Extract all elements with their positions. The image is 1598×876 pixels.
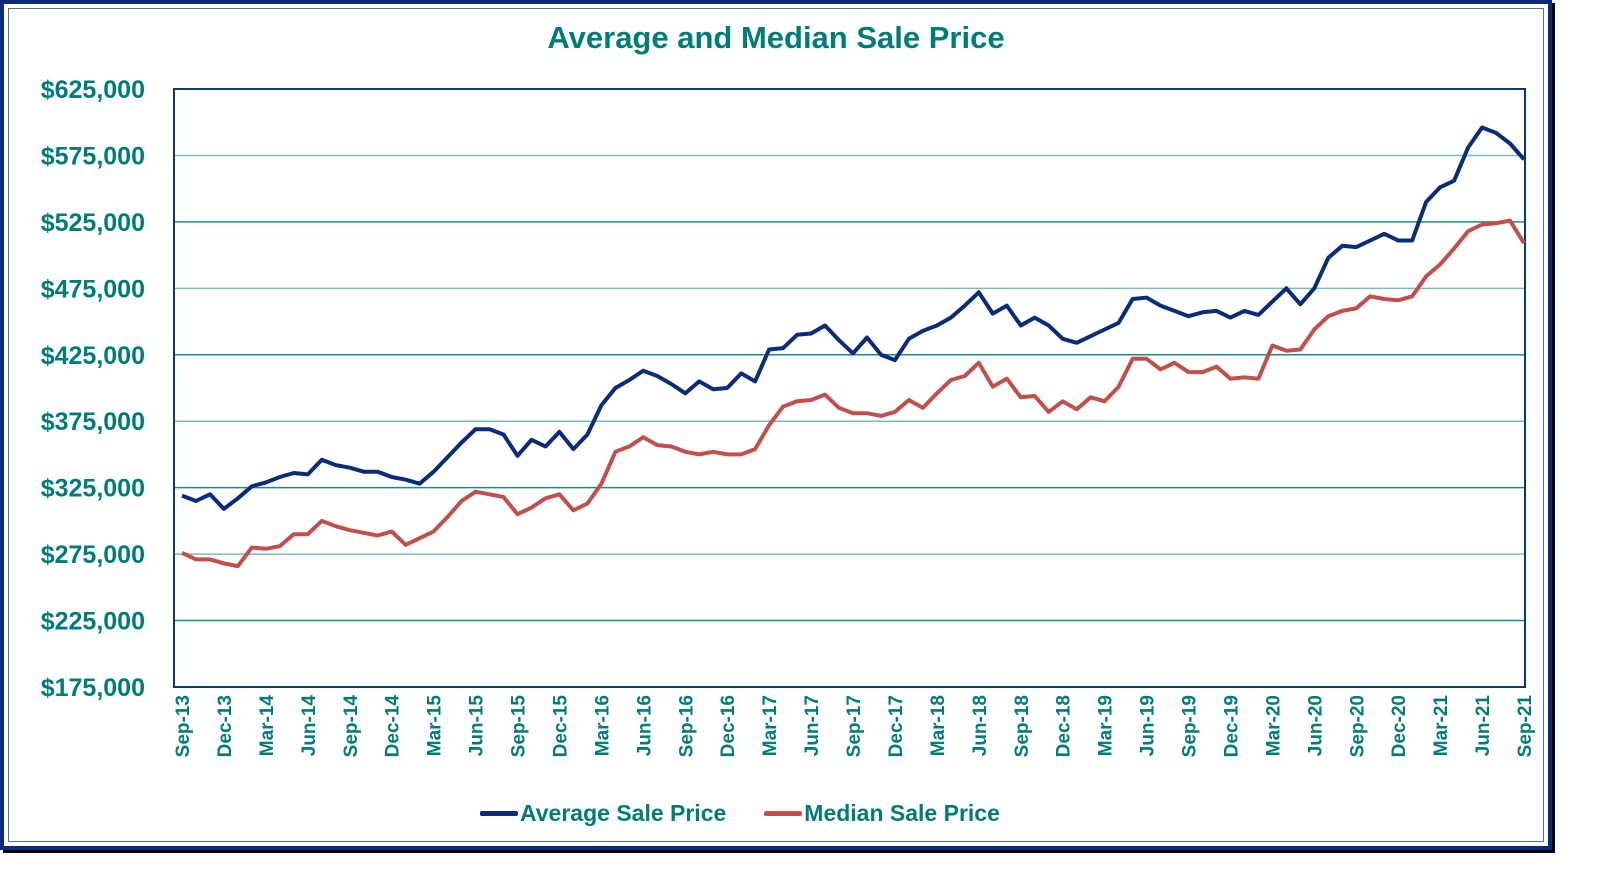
x-tick-label: Jun-18 bbox=[970, 695, 991, 756]
series-line-average bbox=[181, 125, 1526, 511]
x-tick-label: Dec-17 bbox=[886, 695, 907, 757]
legend-label-average: Average Sale Price bbox=[520, 800, 727, 826]
x-tick-label: Sep-21 bbox=[1515, 695, 1536, 758]
x-tick-label: Sep-18 bbox=[1012, 695, 1033, 757]
legend-swatch-median bbox=[764, 811, 803, 816]
y-tick-label: $475,000 bbox=[41, 275, 145, 303]
x-tick-label: Dec-13 bbox=[215, 695, 236, 757]
y-tick-label: $275,000 bbox=[41, 541, 145, 569]
x-tick-label: Sep-20 bbox=[1347, 695, 1368, 757]
x-tick-label: Sep-19 bbox=[1180, 695, 1201, 757]
y-axis-ticks: $175,000 $225,000 $275,000 $325,000 $375,000… bbox=[41, 76, 145, 702]
x-tick-label: Sep-17 bbox=[844, 695, 865, 757]
x-tick-label: Mar-15 bbox=[425, 695, 446, 757]
legend-swatch-average bbox=[480, 811, 518, 816]
legend-label-median: Median Sale Price bbox=[804, 800, 1000, 826]
x-tick-label: Dec-14 bbox=[383, 695, 404, 758]
x-tick-label: Sep-14 bbox=[341, 695, 362, 758]
x-tick-label: Mar-20 bbox=[1263, 695, 1284, 756]
x-tick-label: Dec-20 bbox=[1389, 695, 1410, 757]
x-tick-label: Sep-13 bbox=[173, 695, 194, 757]
chart-title: Average and Median Sale Price bbox=[547, 20, 1005, 55]
gridlines bbox=[175, 154, 1524, 622]
x-axis-ticks: Sep-13 Dec-13 Mar-14 Jun-14 Sep-14 Dec-14 Mar-… bbox=[173, 695, 1536, 758]
x-tick-label: Sep-16 bbox=[676, 695, 697, 757]
y-tick-label: $425,000 bbox=[41, 342, 145, 370]
x-tick-label: Mar-21 bbox=[1431, 695, 1452, 757]
series-line-median bbox=[181, 218, 1526, 569]
x-tick-label: Mar-16 bbox=[592, 695, 613, 756]
y-tick-label: $625,000 bbox=[41, 76, 145, 104]
x-tick-label: Mar-14 bbox=[257, 695, 278, 757]
x-tick-label: Jun-17 bbox=[802, 695, 823, 756]
x-tick-label: Dec-15 bbox=[550, 695, 571, 758]
y-tick-label: $225,000 bbox=[41, 608, 145, 636]
x-tick-label: Jun-15 bbox=[467, 695, 488, 757]
x-tick-label: Dec-19 bbox=[1221, 695, 1242, 757]
legend-item-average: Average Sale Price bbox=[480, 800, 726, 827]
x-tick-label: Mar-17 bbox=[760, 695, 781, 756]
plot-area-border bbox=[173, 88, 1526, 688]
y-tick-label: $325,000 bbox=[41, 475, 145, 503]
y-tick-label: $525,000 bbox=[41, 209, 145, 237]
x-tick-label: Mar-18 bbox=[928, 695, 949, 756]
x-tick-label: Jun-20 bbox=[1305, 695, 1326, 756]
x-tick-label: Dec-18 bbox=[1054, 695, 1075, 757]
x-tick-label: Jun-21 bbox=[1473, 695, 1494, 757]
legend-item-median: Median Sale Price bbox=[764, 800, 1000, 827]
series-lines bbox=[181, 125, 1526, 569]
x-tick-label: Sep-15 bbox=[509, 695, 530, 758]
legend: Average Sale Price Median Sale Price bbox=[480, 800, 1038, 827]
x-tick-label: Mar-19 bbox=[1096, 695, 1117, 756]
y-tick-label: $175,000 bbox=[41, 674, 145, 702]
x-tick-label: Dec-16 bbox=[718, 695, 739, 757]
y-tick-label: $375,000 bbox=[41, 408, 145, 436]
chart-frame-inner bbox=[8, 8, 1544, 842]
x-tick-label: Jun-19 bbox=[1138, 695, 1159, 756]
y-tick-label: $575,000 bbox=[41, 142, 145, 170]
chart-frame bbox=[0, 0, 1552, 850]
x-tick-label: Jun-16 bbox=[634, 695, 655, 756]
x-tick-label: Jun-14 bbox=[299, 695, 320, 757]
